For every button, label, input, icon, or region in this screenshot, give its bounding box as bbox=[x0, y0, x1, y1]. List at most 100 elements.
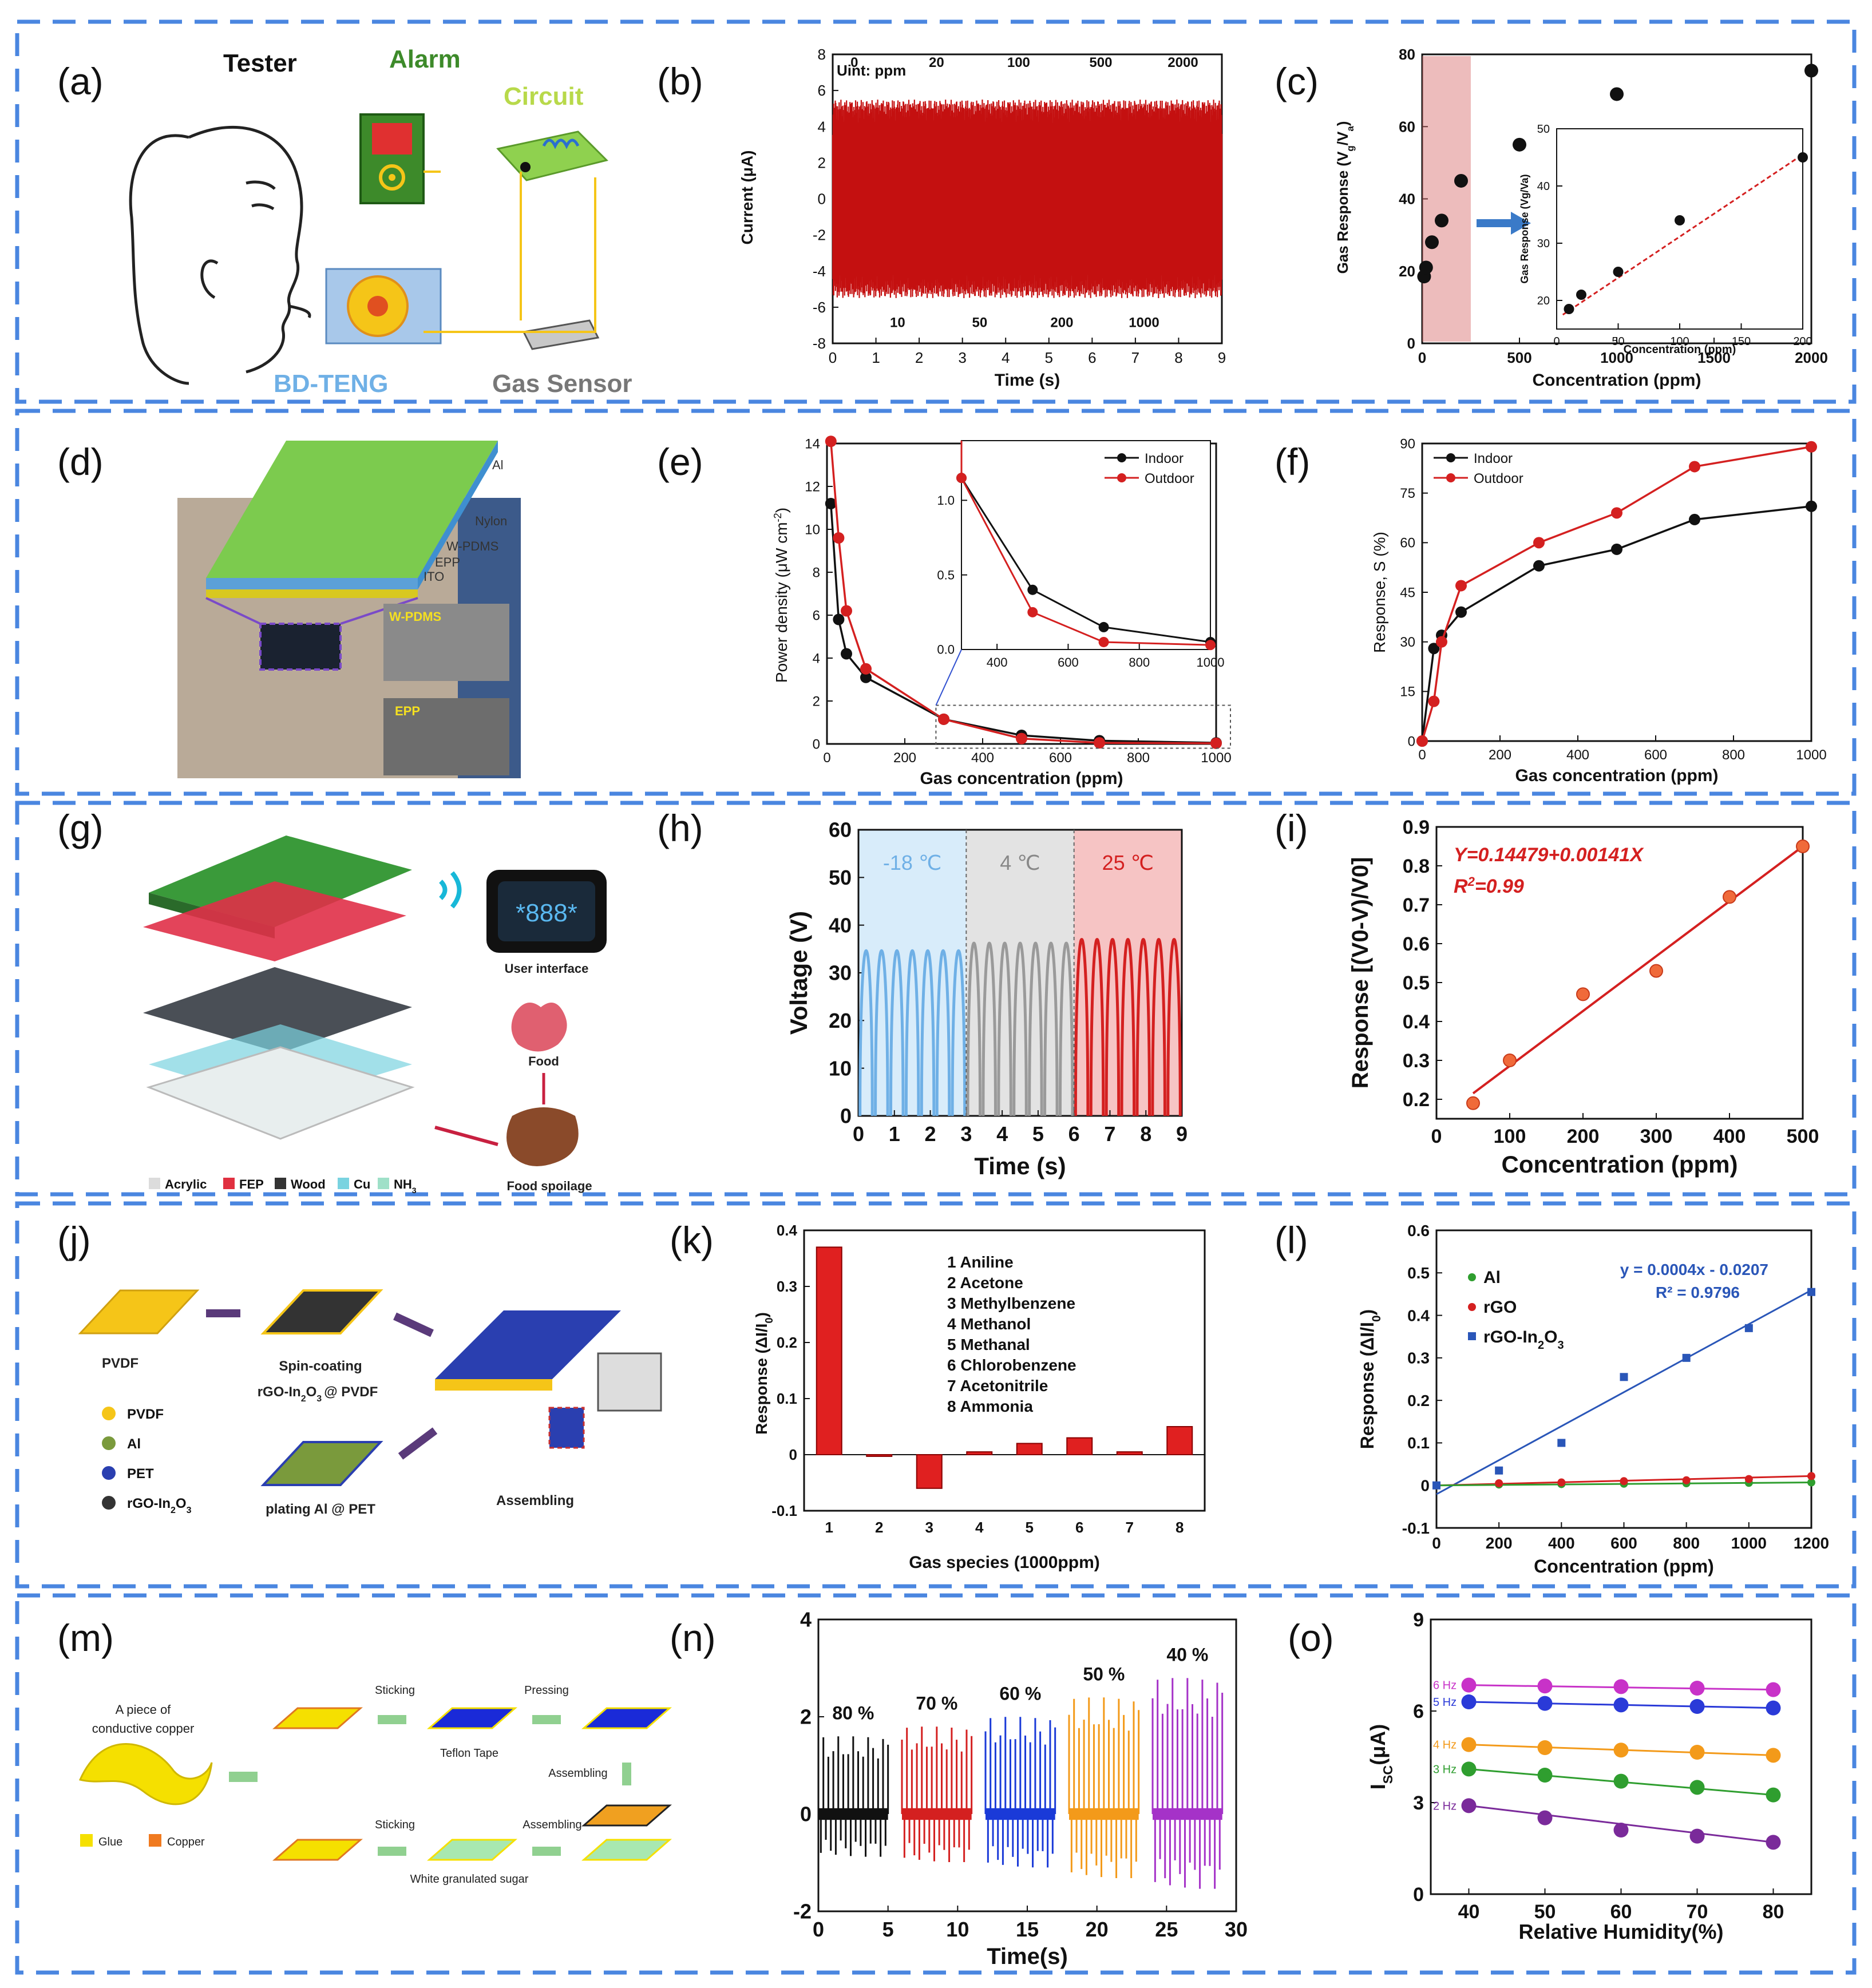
x-tick-label: 5 bbox=[1026, 1519, 1034, 1536]
inset-data-point bbox=[956, 473, 967, 484]
panel-label-h: (h) bbox=[657, 807, 703, 849]
y-tick-label: 0 bbox=[1420, 1477, 1430, 1495]
label-pressing: Pressing bbox=[524, 1684, 569, 1697]
y-tick-label: 2 bbox=[800, 1705, 812, 1729]
sugar-layer bbox=[427, 1839, 517, 1861]
panel-label-j: (j) bbox=[57, 1219, 91, 1261]
x-tick-label: 25 bbox=[1155, 1918, 1178, 1941]
current-pulses bbox=[1151, 1678, 1224, 1889]
diagram-g: *888* User interface Food Food spoilage … bbox=[143, 835, 607, 1195]
x-tick-label: 0 bbox=[1431, 1126, 1442, 1147]
inset-data-point bbox=[1098, 621, 1109, 632]
data-point-indoor bbox=[1455, 606, 1467, 618]
inset-data-point bbox=[1027, 584, 1038, 595]
inset-data-point bbox=[1564, 304, 1574, 314]
legend-g-swatch bbox=[149, 1178, 160, 1189]
y-tick-label: 0 bbox=[813, 736, 820, 752]
x-tick-label: 7 bbox=[1126, 1519, 1134, 1536]
label-rgo-pvdf: rGO-In2O3 @ PVDF bbox=[258, 1384, 378, 1404]
data-point-outdoor bbox=[1806, 441, 1817, 453]
fit-line bbox=[1472, 845, 1804, 1095]
label-assembling-2: Assembling bbox=[523, 1819, 581, 1831]
coated-sheet bbox=[260, 1289, 383, 1334]
y-tick-label: 0.5 bbox=[1403, 972, 1430, 994]
y-tick-label: 14 bbox=[805, 436, 820, 452]
plated-sheet bbox=[260, 1441, 383, 1486]
humidity-label: 60 % bbox=[999, 1683, 1041, 1704]
y-tick-label: 10 bbox=[829, 1056, 852, 1080]
legend-copper: Copper bbox=[167, 1836, 205, 1848]
x-tick-label: 5 bbox=[1045, 349, 1053, 366]
x-tick-label: 600 bbox=[1644, 747, 1667, 763]
x-tick-label: 60 bbox=[1610, 1901, 1632, 1923]
data-point-rgo-in2o3 bbox=[1807, 1288, 1815, 1296]
data-point bbox=[1766, 1700, 1781, 1716]
diagram-m: A piece of conductive copper Sticking Te… bbox=[78, 1684, 672, 1886]
data-point bbox=[1613, 1743, 1629, 1758]
x-tick-label: 9 bbox=[1218, 349, 1226, 366]
legend-g-label: FEP bbox=[239, 1177, 264, 1191]
data-point-indoor bbox=[825, 498, 837, 509]
x-tick-label: 600 bbox=[1610, 1534, 1637, 1552]
gas-sensor-icon bbox=[522, 319, 600, 350]
y-axis-label: Response (ΔI/I0) bbox=[753, 1312, 775, 1435]
legend-j: PVDF Al PET rGO-In2O3 bbox=[102, 1407, 192, 1515]
legend-glue: Glue bbox=[98, 1836, 122, 1848]
bar-gas-8 bbox=[1166, 1426, 1193, 1455]
data-point bbox=[1537, 1678, 1553, 1694]
data-point-outdoor bbox=[1428, 695, 1440, 707]
y-axis-label: Response, S (%) bbox=[1371, 532, 1388, 653]
x-tick-label: 3 bbox=[925, 1519, 933, 1536]
series-label: 2 Hz bbox=[1433, 1800, 1457, 1812]
y-tick-label: 30 bbox=[1537, 237, 1550, 250]
x-axis-label: Time (s) bbox=[995, 371, 1060, 390]
y-axis-label: Voltage (V) bbox=[785, 911, 812, 1035]
legend-gas-5: 5 Methanal bbox=[947, 1336, 1030, 1353]
data-point-indoor bbox=[1806, 500, 1817, 512]
data-point-indoor bbox=[1611, 543, 1622, 555]
data-point-indoor bbox=[1689, 513, 1700, 525]
temperature-label: -18 ℃ bbox=[883, 851, 941, 874]
y-tick-label: -0.1 bbox=[771, 1502, 797, 1519]
y-tick-label: 40 bbox=[1399, 191, 1415, 208]
x-axis-label: Concentration (ppm) bbox=[1502, 1151, 1738, 1178]
label-teflon-tape: Teflon Tape bbox=[440, 1747, 498, 1760]
inset-data-point bbox=[1027, 607, 1038, 617]
y-tick-label: 0.3 bbox=[1407, 1349, 1430, 1367]
data-point-outdoor bbox=[1455, 580, 1467, 592]
data-point bbox=[1461, 1761, 1477, 1777]
data-point-outdoor bbox=[1436, 636, 1447, 648]
data-point-outdoor bbox=[1094, 737, 1105, 749]
data-point bbox=[1766, 1682, 1781, 1697]
y-tick-label: 0 bbox=[1408, 734, 1415, 749]
data-point bbox=[1435, 213, 1448, 228]
y-tick-label: 0 bbox=[1407, 335, 1415, 352]
legend-marker bbox=[1468, 1273, 1476, 1281]
x-tick-label: 20 bbox=[1086, 1918, 1109, 1941]
legend-g-swatch bbox=[378, 1178, 389, 1189]
legend-g-swatch bbox=[338, 1178, 349, 1189]
y-tick-label: 6 bbox=[1413, 1701, 1424, 1722]
layer-label-nylon: Nylon bbox=[475, 514, 507, 528]
data-point-outdoor bbox=[1416, 735, 1428, 747]
panel-label-d: (d) bbox=[57, 441, 104, 483]
chart-k: -0.1 0 0.1 0.2 0.3 0.4 1 2 3 4 5 6 7 8 Gas species (10… bbox=[753, 1222, 1206, 1572]
series-line-indoor bbox=[1421, 505, 1812, 742]
y-tick-label: 0.1 bbox=[777, 1390, 797, 1407]
legend-j-label: PVDF bbox=[127, 1407, 164, 1422]
assembled-device bbox=[435, 1310, 621, 1379]
panel-label-k: (k) bbox=[670, 1219, 714, 1261]
data-point-outdoor bbox=[1210, 737, 1222, 749]
x-tick-label: 800 bbox=[1673, 1534, 1700, 1552]
x-tick-label: 100 bbox=[1494, 1126, 1526, 1147]
legend-g-label: Wood bbox=[291, 1177, 326, 1191]
legend-gas-6: 6 Chlorobenzene bbox=[947, 1356, 1077, 1374]
fit-equation: y = 0.0004x - 0.0207 bbox=[1620, 1261, 1768, 1278]
x-axis-label: Relative Humidity(%) bbox=[1518, 1920, 1723, 1943]
legend-marker bbox=[1468, 1303, 1476, 1311]
concentration-label-top: 500 bbox=[1089, 55, 1112, 70]
x-tick-label: 1500 bbox=[1697, 349, 1731, 366]
x-axis-label: Time(s) bbox=[987, 1944, 1068, 1969]
inset-data-point bbox=[1205, 640, 1216, 651]
